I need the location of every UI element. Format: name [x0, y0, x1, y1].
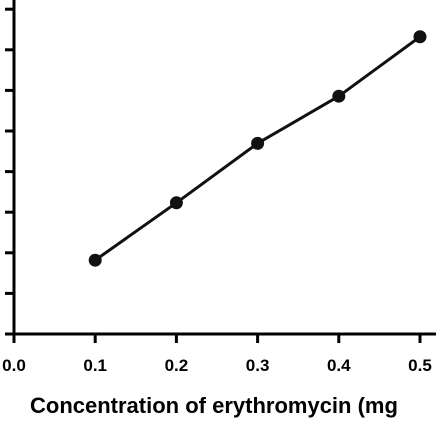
data-point [332, 89, 346, 103]
x-tick-label: 0.5 [408, 356, 432, 375]
y-ticks [5, 7, 14, 336]
data-point [169, 196, 183, 210]
x-tick-label: 0.1 [83, 356, 107, 375]
x-axis: 0.0 0.1 0.2 0.3 0.4 0.5 Concentration of eryt… [2, 332, 436, 418]
data-point [413, 30, 427, 44]
y-axis [5, 0, 16, 336]
data-point [88, 253, 102, 267]
plot-area [88, 30, 427, 267]
x-ticks [12, 334, 422, 343]
x-tick-label: 0.3 [246, 356, 270, 375]
x-axis-title: Concentration of erythromycin (mg [30, 393, 398, 418]
data-point [251, 136, 265, 150]
series-points [88, 30, 427, 267]
x-tick-label: 0.2 [165, 356, 189, 375]
x-tick-label: 0.0 [2, 356, 26, 375]
x-tick-label: 0.4 [327, 356, 351, 375]
x-tick-labels: 0.0 0.1 0.2 0.3 0.4 0.5 [2, 356, 432, 375]
